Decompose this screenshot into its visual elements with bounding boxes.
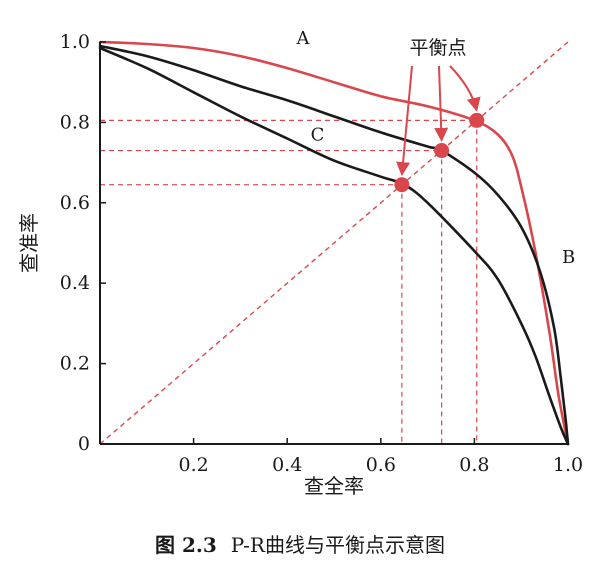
curve-label-b: B bbox=[562, 247, 575, 268]
balance-point-b bbox=[434, 143, 450, 159]
x-tick-label: 0.4 bbox=[272, 454, 302, 476]
balance-point-c bbox=[394, 177, 410, 193]
dashed-guides bbox=[99, 41, 569, 445]
caption-label: 图 2.3 bbox=[155, 533, 217, 557]
annotation-arrows bbox=[396, 65, 481, 177]
y-tick-label: 0.2 bbox=[60, 353, 90, 375]
diagonal-line bbox=[99, 41, 569, 445]
y-tick-label: 1.0 bbox=[60, 31, 90, 53]
annotation-label: 平衡点 bbox=[409, 37, 466, 59]
curve-c bbox=[98, 46, 570, 446]
figure-caption: 图 2.3 P-R曲线与平衡点示意图 bbox=[155, 533, 445, 557]
arrow-to-c bbox=[396, 65, 413, 177]
curve-label-a: A bbox=[296, 28, 311, 49]
curve-labels-layer: A B C bbox=[296, 28, 576, 268]
x-axis-label: 查全率 bbox=[304, 474, 364, 498]
x-tick-label: 0.8 bbox=[459, 454, 489, 476]
y-tick-label: 0.4 bbox=[60, 272, 90, 294]
x-tick-label: 1.0 bbox=[553, 454, 583, 476]
curve-label-c: C bbox=[311, 124, 325, 145]
balance-point-a bbox=[469, 112, 485, 128]
y-tick-label: 0 bbox=[78, 433, 90, 455]
arrow-to-b bbox=[434, 65, 449, 142]
y-tick-label: 0.6 bbox=[60, 192, 90, 214]
x-tick-label: 0.6 bbox=[366, 454, 396, 476]
caption-text: P-R曲线与平衡点示意图 bbox=[231, 533, 445, 557]
ticks-layer: 0.2 0.4 0.6 0.8 1.0 0 0.2 0.4 0.6 0.8 1.0 bbox=[60, 31, 583, 476]
arrow-to-a bbox=[449, 65, 481, 112]
curve-a bbox=[98, 40, 570, 446]
x-tick-label: 0.2 bbox=[178, 454, 208, 476]
y-tick-label: 0.8 bbox=[60, 111, 90, 133]
y-axis-label: 查准率 bbox=[17, 213, 41, 273]
balance-points-layer bbox=[394, 112, 485, 193]
